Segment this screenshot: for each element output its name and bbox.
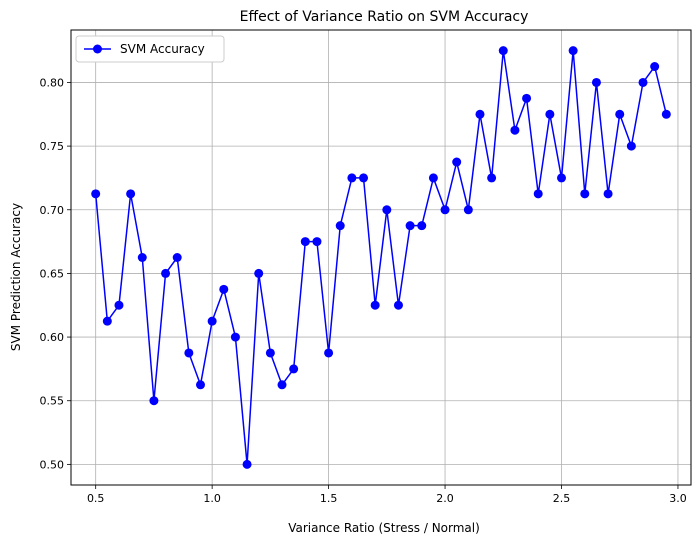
legend-frame (75, 35, 225, 63)
data-point (510, 125, 520, 135)
data-point (498, 46, 508, 56)
y-tick-label: 0.65 (40, 267, 65, 280)
data-point (207, 316, 217, 326)
data-point (195, 380, 205, 390)
data-point (638, 77, 648, 87)
series-layer (91, 46, 671, 469)
data-point (615, 109, 625, 119)
data-point (452, 157, 462, 167)
data-point (219, 284, 229, 294)
y-axis-label: SVM Prediction Accuracy (9, 203, 23, 351)
data-point (359, 173, 369, 183)
data-point (265, 348, 275, 358)
x-tick-label: 2.5 (553, 492, 571, 505)
data-point (91, 189, 101, 199)
data-point (591, 77, 601, 87)
data-point (557, 173, 567, 183)
x-tick-label: 1.0 (203, 492, 221, 505)
data-point (242, 459, 252, 469)
data-point (230, 332, 240, 342)
data-point (289, 364, 299, 374)
data-point (347, 173, 357, 183)
data-point (161, 268, 171, 278)
data-point (393, 300, 403, 310)
plot-area-frame (70, 29, 692, 486)
data-point (603, 189, 613, 199)
data-point (522, 93, 532, 103)
data-point (405, 221, 415, 231)
data-point (102, 316, 112, 326)
data-point (580, 189, 590, 199)
data-point (149, 396, 159, 406)
y-tick-label: 0.80 (40, 76, 65, 89)
legend-label: SVM Accuracy (120, 42, 205, 56)
legend-marker-swatch (93, 44, 102, 54)
axis-ticks: 0.5 1.0 1.5 2.0 2.5 3.0 0.50 0.55 0.60 0.65 0.70 0.… (40, 76, 687, 505)
data-point (277, 380, 287, 390)
data-point (137, 253, 147, 262)
data-point (440, 205, 450, 215)
data-point (172, 253, 182, 262)
y-tick-label: 0.60 (40, 331, 65, 344)
data-point (626, 141, 636, 151)
x-tick-label: 3.0 (669, 492, 687, 505)
series-line (94, 49, 668, 466)
chart-title: Effect of Variance Ratio on SVM Accuracy (240, 9, 529, 25)
data-point (545, 109, 555, 119)
data-point (324, 348, 334, 358)
data-point (254, 268, 264, 278)
y-tick-label: 0.70 (40, 204, 65, 217)
data-point (417, 221, 427, 231)
y-tick-label: 0.55 (40, 395, 65, 408)
data-point (463, 205, 473, 215)
legend: SVM Accuracy (75, 35, 225, 63)
data-point (661, 109, 671, 119)
y-tick-label: 0.50 (40, 458, 65, 471)
data-point (382, 205, 392, 215)
data-point (568, 46, 578, 56)
data-point (650, 62, 660, 72)
data-point (475, 109, 485, 119)
data-point (487, 173, 497, 183)
data-point (114, 300, 124, 310)
data-point (300, 237, 310, 247)
grid-lines (71, 30, 691, 485)
data-point (126, 189, 136, 199)
x-tick-label: 1.5 (320, 492, 338, 505)
x-axis-label: Variance Ratio (Stress / Normal) (288, 521, 480, 535)
y-tick-label: 0.75 (40, 140, 65, 153)
data-point (184, 348, 194, 358)
data-point (370, 300, 380, 310)
data-point (312, 237, 322, 247)
data-point (533, 189, 543, 199)
x-tick-label: 0.5 (87, 492, 105, 505)
data-point (335, 221, 345, 231)
x-tick-label: 2.0 (436, 492, 454, 505)
data-point (428, 173, 438, 183)
